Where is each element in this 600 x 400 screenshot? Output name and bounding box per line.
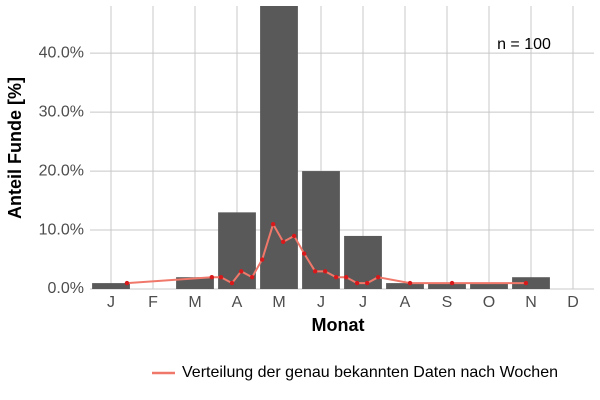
point — [270, 221, 276, 227]
y-tick-label: 10.0% — [39, 221, 84, 238]
bar — [176, 277, 214, 289]
x-axis-title: Monat — [312, 315, 365, 335]
x-tick-label: F — [148, 294, 158, 311]
point — [344, 275, 349, 280]
point — [523, 280, 529, 286]
x-tick-label: A — [232, 294, 243, 311]
point — [312, 269, 318, 274]
bar — [512, 277, 550, 289]
x-tick-label: J — [107, 294, 115, 311]
point — [302, 251, 307, 256]
y-tick-label: 30.0% — [39, 103, 84, 120]
bar — [428, 283, 466, 289]
point — [124, 280, 130, 286]
point — [323, 269, 328, 274]
y-tick-label: 0.0% — [48, 280, 84, 297]
x-tick-label: M — [272, 294, 285, 311]
bar — [470, 283, 508, 289]
point — [218, 275, 224, 280]
bar — [92, 283, 130, 289]
point — [365, 280, 370, 286]
x-tick-label: O — [483, 294, 495, 311]
point — [260, 257, 265, 262]
point — [249, 275, 255, 280]
point — [209, 275, 214, 280]
x-tick-label: J — [317, 294, 325, 311]
y-tick-label: 20.0% — [39, 162, 84, 179]
point — [229, 280, 235, 286]
point — [407, 280, 413, 286]
bar — [386, 283, 424, 289]
x-tick-label: J — [359, 294, 367, 311]
point — [354, 280, 360, 286]
point — [375, 275, 381, 280]
legend-label: Verteilung der genau bekannten Daten nac… — [182, 364, 558, 381]
point — [333, 275, 339, 280]
y-axis-title: Anteil Funde [%] — [5, 77, 25, 219]
bar — [302, 171, 340, 289]
y-tick-label: 40.0% — [39, 44, 84, 61]
x-tick-label: S — [442, 294, 453, 311]
annotation: n = 100 — [497, 36, 551, 53]
point — [291, 233, 297, 239]
x-tick-label: A — [400, 294, 411, 311]
x-tick-label: D — [567, 294, 579, 311]
x-tick-label: M — [188, 294, 201, 311]
point — [449, 280, 455, 286]
x-tick-label: N — [525, 294, 537, 311]
point — [281, 239, 286, 245]
bar — [260, 6, 298, 289]
point — [239, 269, 244, 274]
bar — [344, 235, 382, 289]
